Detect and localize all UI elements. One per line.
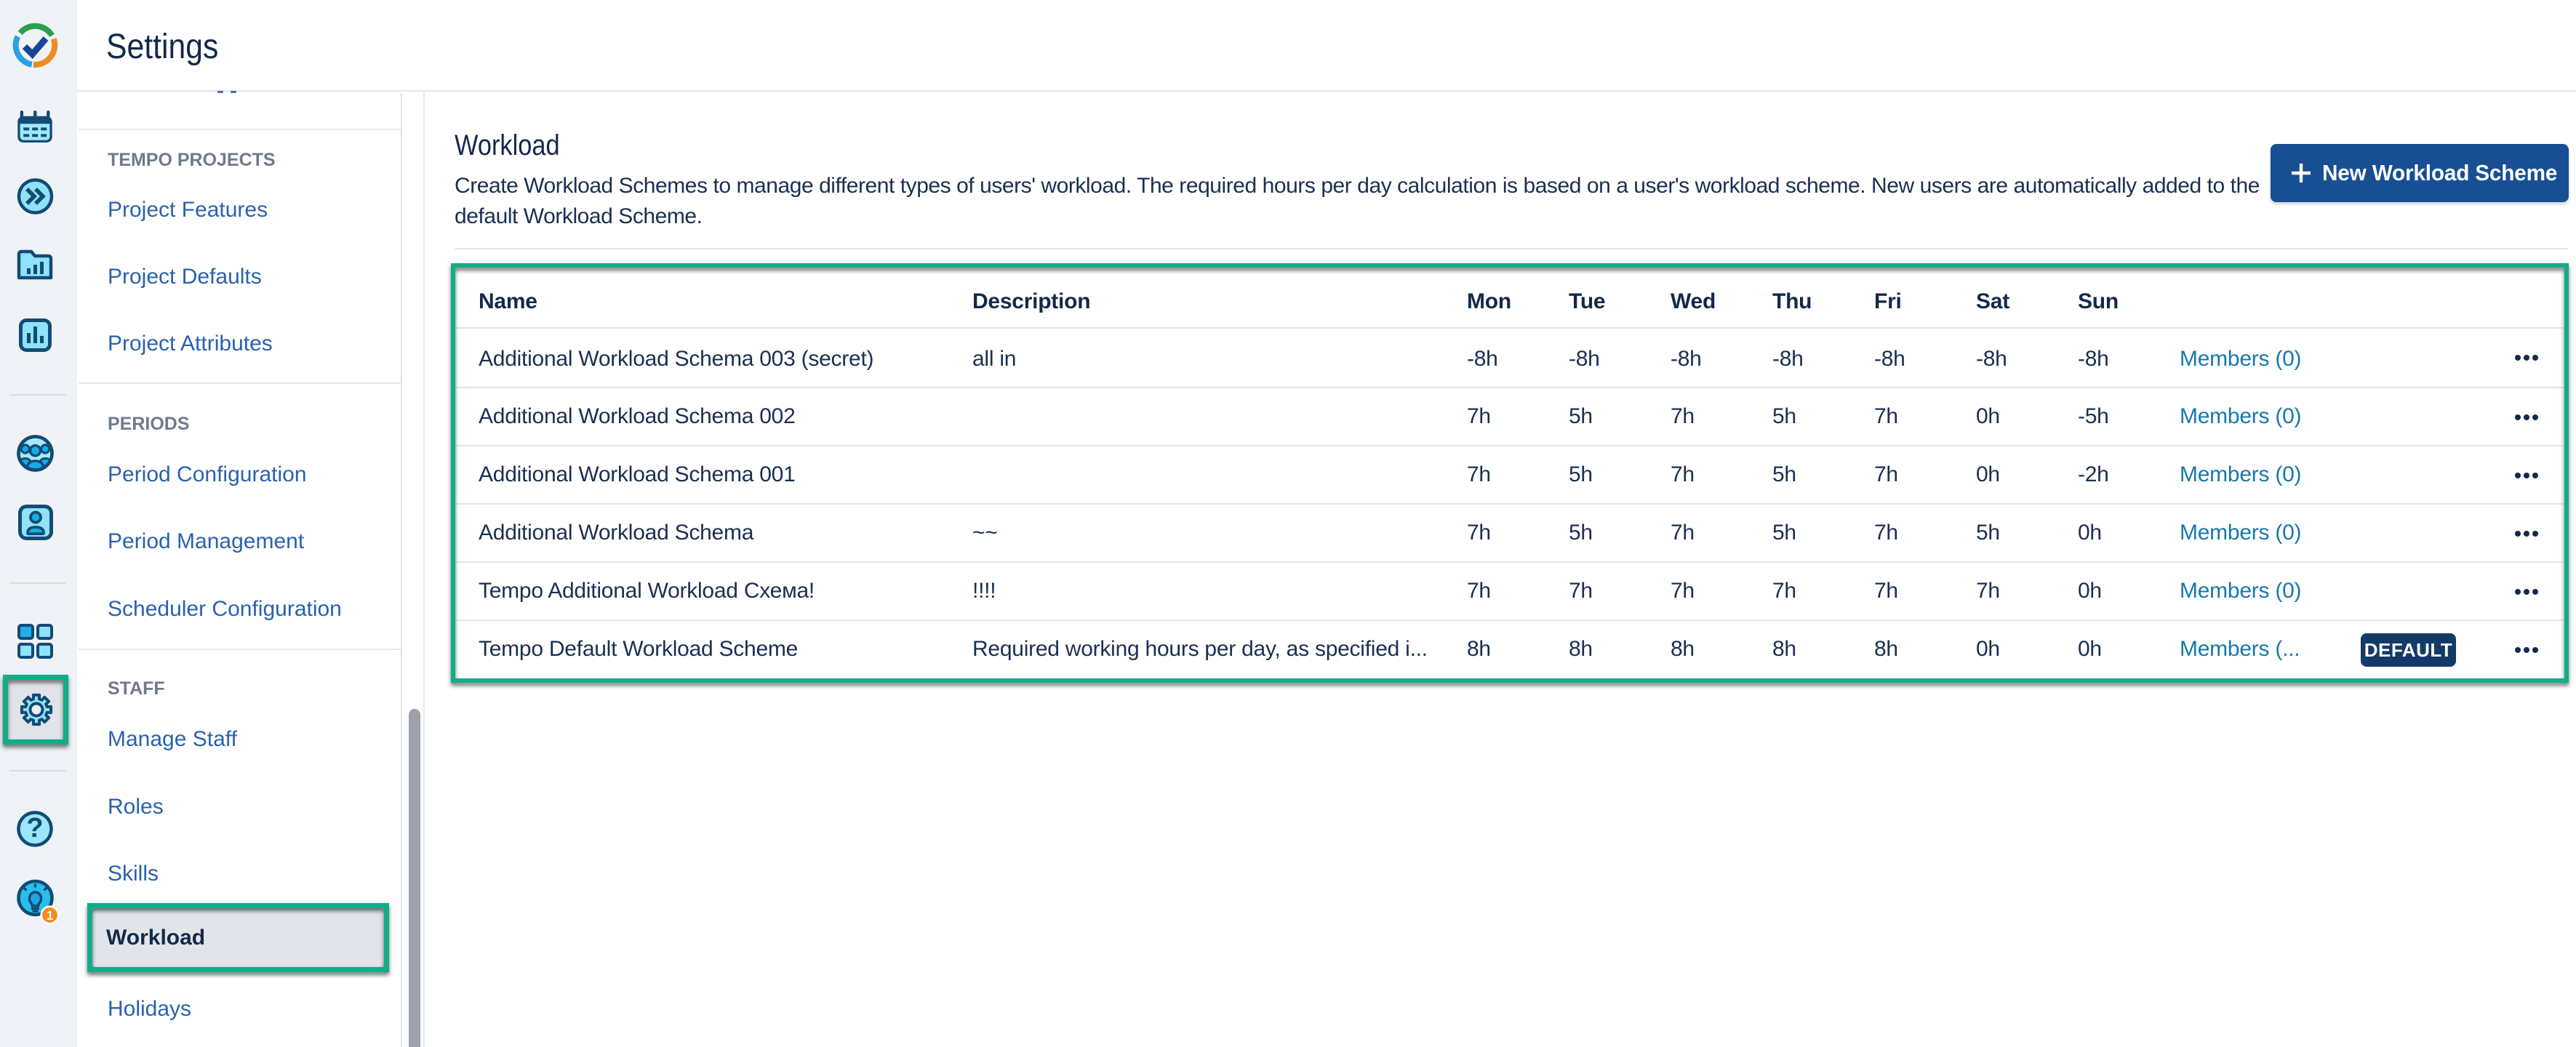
svg-text:?: ?: [26, 813, 43, 843]
svg-text:1: 1: [47, 908, 54, 923]
